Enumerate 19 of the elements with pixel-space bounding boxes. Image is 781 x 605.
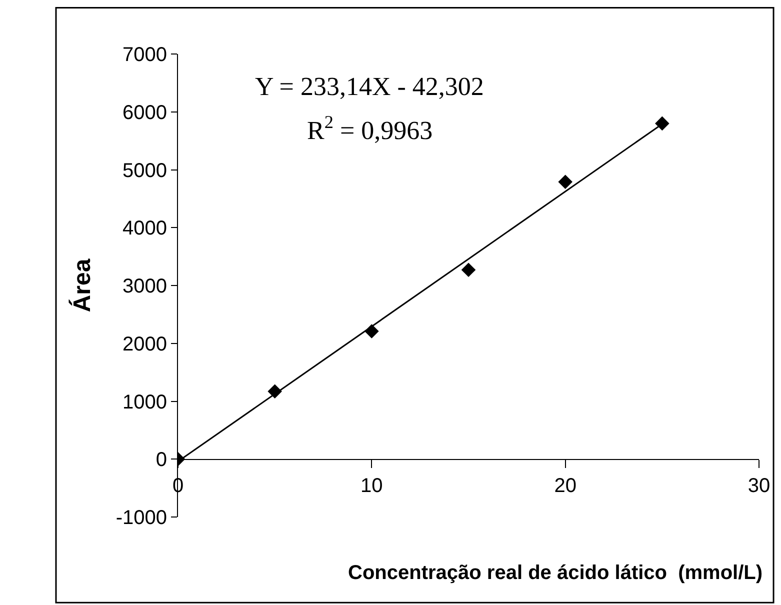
y-tick-label: 6000 bbox=[122, 102, 167, 124]
annotation: Y = 233,14X - 42,302 bbox=[255, 72, 484, 101]
point bbox=[461, 262, 476, 278]
x-tick-label: 10 bbox=[360, 475, 383, 498]
y-tick-label: -1000 bbox=[116, 507, 167, 529]
x-axis-title: Concentração real de ácido lático (mmol/L) bbox=[348, 562, 763, 584]
y-tick-label: 7000 bbox=[122, 44, 167, 66]
y-tick-label: 3000 bbox=[122, 276, 167, 298]
y-tick-label: 4000 bbox=[122, 218, 167, 240]
y-tick-label: 2000 bbox=[122, 333, 167, 356]
y-tick-label: 1000 bbox=[122, 391, 167, 414]
x-tick-label: 20 bbox=[554, 475, 576, 498]
annotation: R$^{2}$ = 0,9963 bbox=[307, 112, 433, 145]
point bbox=[655, 116, 670, 131]
x-tick-label: 30 bbox=[748, 475, 770, 498]
point bbox=[558, 174, 572, 190]
y-axis-title: Área bbox=[68, 258, 96, 312]
y-tick-label: 0 bbox=[156, 449, 167, 472]
y-tick-label: 5000 bbox=[122, 160, 167, 182]
